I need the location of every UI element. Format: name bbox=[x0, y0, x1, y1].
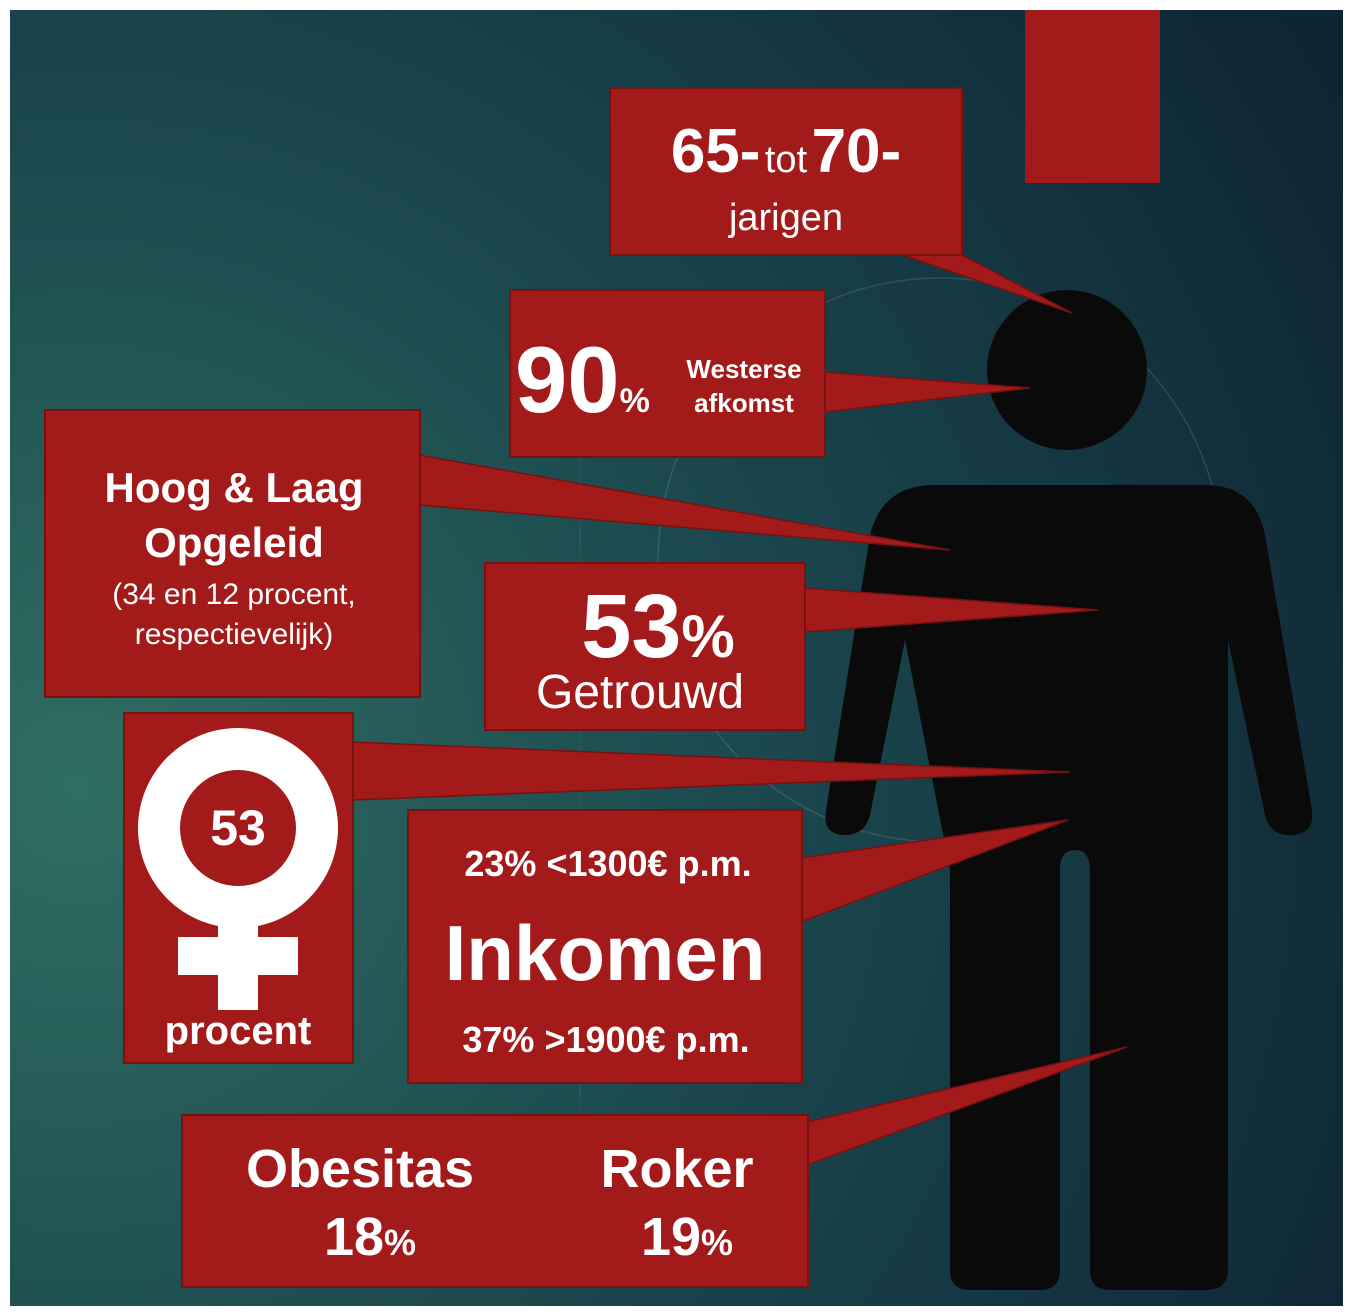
female-label: procent bbox=[165, 1009, 312, 1053]
age-label: jarigen bbox=[728, 197, 843, 239]
origin-unit: % bbox=[620, 382, 650, 420]
education-note: (34 en 12 procent, bbox=[112, 578, 356, 611]
age-joiner: tot bbox=[765, 139, 808, 181]
married-unit: % bbox=[681, 603, 734, 670]
income-low: 23% <1300€ p.m. bbox=[464, 843, 751, 884]
income-title: Inkomen bbox=[445, 909, 766, 997]
income-high: 37% >1900€ p.m. bbox=[462, 1019, 749, 1060]
age-from: 65- bbox=[671, 117, 761, 186]
health-number: 19 bbox=[641, 1207, 701, 1267]
health-unit: % bbox=[384, 1222, 416, 1263]
health-label: Roker bbox=[600, 1139, 753, 1199]
origin-number: 90 bbox=[515, 327, 620, 432]
infographic: 65- tot 70- jarigen 90% Westerse afkomst… bbox=[0, 0, 1347, 1316]
origin-line: Westerse bbox=[686, 354, 801, 384]
female-value: 53 bbox=[210, 800, 266, 856]
age-to: 70- bbox=[812, 117, 902, 186]
married-label: Getrouwd bbox=[536, 666, 744, 719]
corner-block bbox=[1025, 10, 1160, 183]
origin-line: afkomst bbox=[694, 388, 794, 418]
education-note: respectievelijk) bbox=[135, 618, 333, 651]
health-label: Obesitas bbox=[246, 1139, 474, 1199]
education-title: Hoog & Laag bbox=[105, 464, 364, 511]
health-number: 18 bbox=[324, 1207, 384, 1267]
health-unit: % bbox=[701, 1222, 733, 1263]
education-title: Opgeleid bbox=[144, 519, 324, 566]
married-number: 53 bbox=[581, 577, 681, 677]
